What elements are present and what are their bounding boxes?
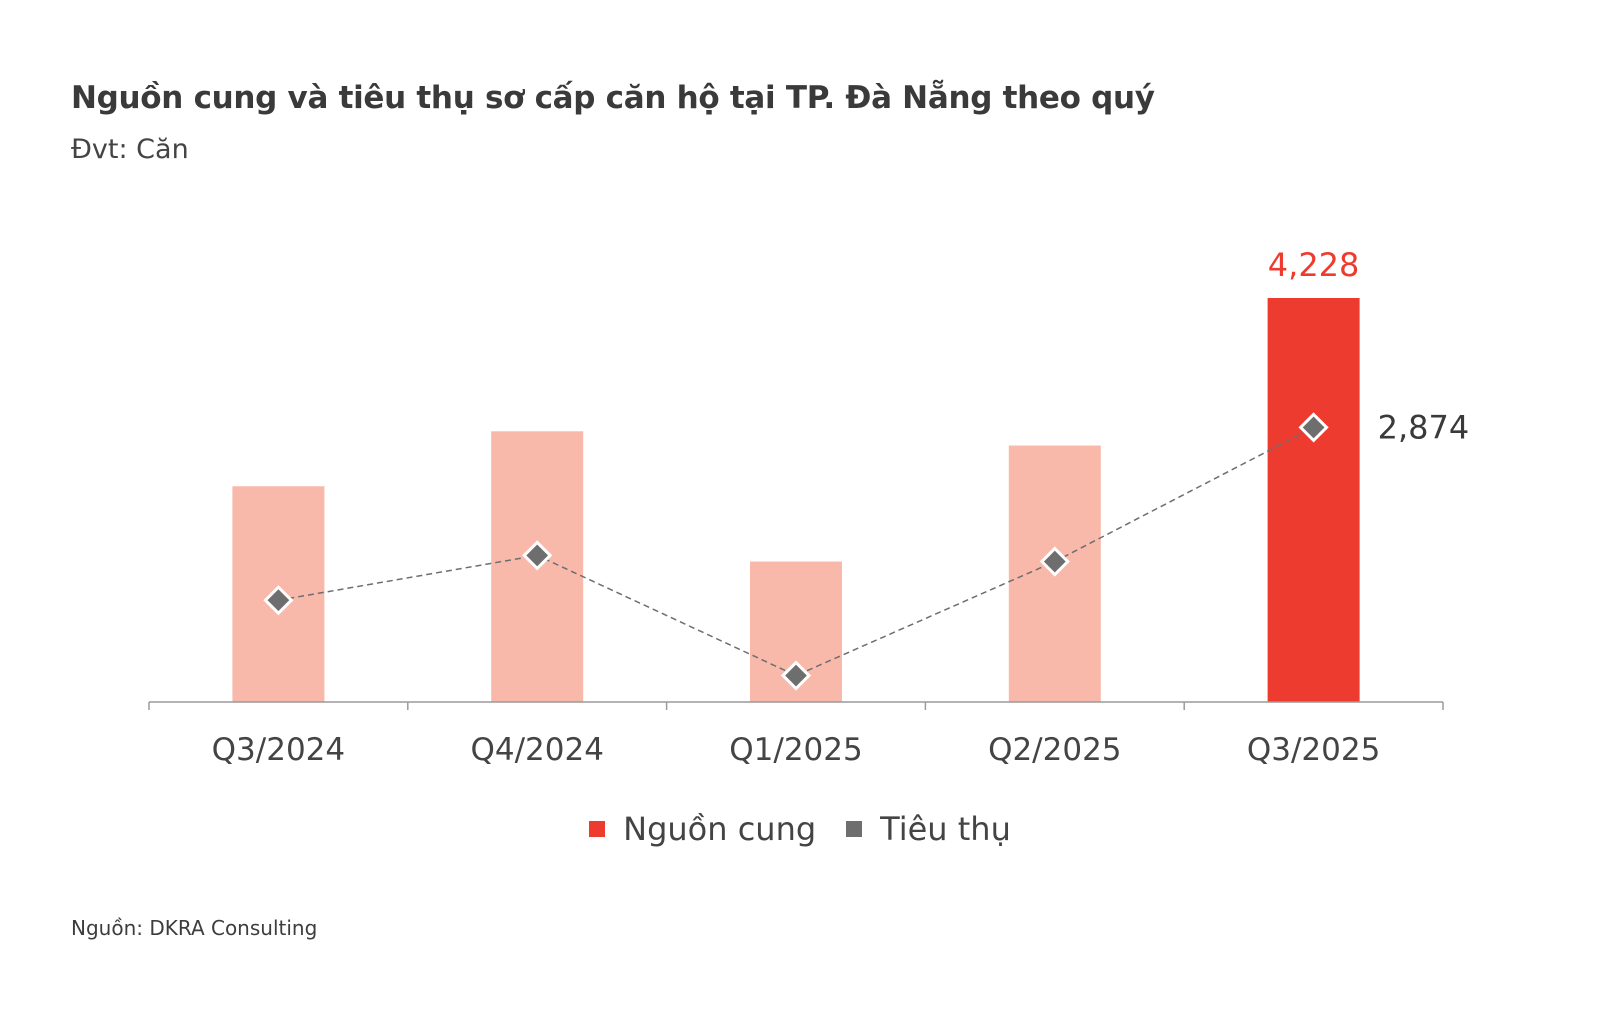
legend: Nguồn cung Tiêu thụ	[0, 810, 1600, 848]
consumption-point-Q3/2025	[1298, 412, 1329, 443]
consumption-line	[278, 426, 1314, 677]
legend-label-consumption: Tiêu thụ	[880, 810, 1011, 848]
legend-swatch-supply	[589, 821, 606, 837]
legend-swatch-consumption	[846, 821, 863, 837]
x-tick-label: Q3/2025	[1247, 732, 1380, 768]
consumption-point-Q2/2025	[1039, 546, 1070, 577]
consumption-point-Q1/2025	[780, 660, 812, 691]
source-note: Nguồn: DKRA Consulting	[71, 916, 318, 940]
consumption-point-Q3/2024	[263, 585, 294, 616]
consumption-data-label: 2,874	[1378, 408, 1470, 446]
legend-item-consumption: Tiêu thụ	[846, 810, 1011, 848]
bar-Q3/2025	[1267, 298, 1360, 702]
legend-item-supply: Nguồn cung	[589, 810, 816, 848]
x-tick-label: Q1/2025	[729, 732, 862, 768]
x-tick-label: Q4/2024	[470, 732, 603, 768]
legend-label-supply: Nguồn cung	[623, 810, 817, 848]
supply-data-label: 4,228	[1268, 246, 1360, 284]
consumption-point-Q4/2024	[522, 540, 553, 571]
chart-unit: Đvt: Căn	[71, 134, 189, 165]
x-tick-label: Q2/2025	[988, 732, 1121, 768]
x-tick-label: Q3/2024	[212, 732, 345, 768]
chart-title: Nguồn cung và tiêu thụ sơ cấp căn hộ tại…	[71, 80, 1155, 116]
